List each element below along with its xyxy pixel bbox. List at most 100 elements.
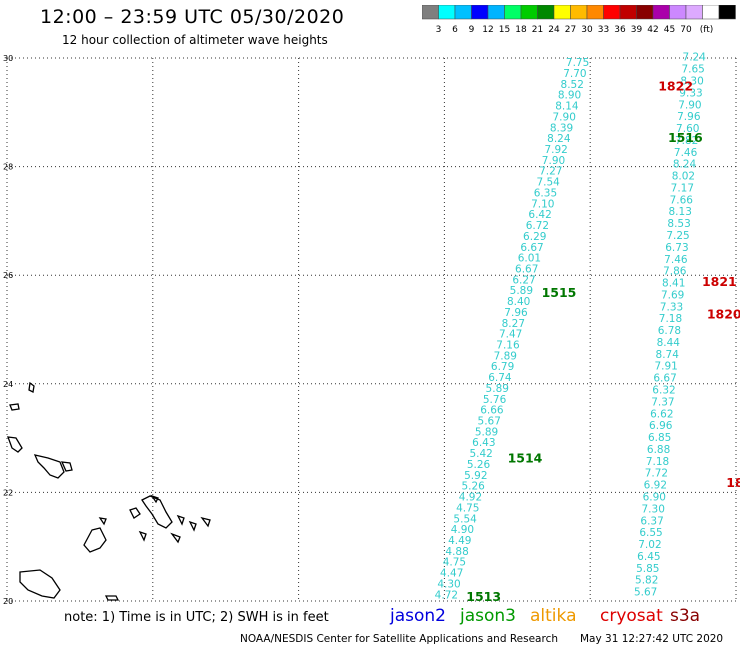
lon-tick-label: -63	[584, 604, 597, 605]
wave-height-label: 6.27	[512, 274, 535, 286]
wave-height-label: 7.33	[660, 301, 683, 313]
colorbar-label: 33	[598, 25, 609, 35]
island-outline	[188, 520, 197, 532]
wave-height-label: 7.65	[681, 64, 704, 76]
wave-height-label: 4.30	[437, 578, 460, 590]
wave-height-label: 7.37	[651, 396, 674, 408]
wave-height-label: 5.89	[486, 383, 509, 395]
wave-height-label: 7.18	[646, 456, 669, 468]
wave-height-label: 7.86	[663, 266, 687, 278]
wave-height-label: 5.82	[635, 575, 658, 587]
lon-tick-label: -69	[292, 604, 305, 605]
wave-height-label: 7.60	[676, 123, 699, 135]
wave-height-label: 6.79	[491, 361, 514, 373]
legend-altika: altika	[530, 606, 577, 626]
island-outline	[141, 495, 173, 529]
lat-tick-label: 20	[3, 597, 13, 605]
footer-timestamp: May 31 12:27:42 UTC 2020	[580, 633, 724, 645]
wave-height-label: 7.16	[496, 340, 520, 352]
lon-tick-label: -72	[146, 604, 159, 605]
wave-height-label: 8.14	[555, 101, 579, 113]
footer-credit: NOAA/NESDIS Center for Satellite Applica…	[240, 633, 558, 645]
wave-height-label: 4.88	[445, 546, 468, 558]
note-text: note: 1) Time is in UTC; 2) SWH is in fe…	[64, 610, 329, 625]
wave-height-label: 6.29	[523, 231, 546, 243]
wave-height-label: 6.92	[644, 480, 667, 492]
pass-time-label: 1516	[668, 130, 703, 145]
wave-height-label: 4.47	[440, 568, 463, 580]
wave-height-label: 8.39	[550, 122, 573, 134]
wave-height-label: 7.91	[654, 361, 677, 373]
wave-height-label: 7.54	[536, 177, 560, 189]
page-title: 12:00 – 23:59 UTC 05/30/2020	[40, 6, 345, 28]
wave-height-label: 7.18	[659, 313, 682, 325]
pass-time-label: 1515	[542, 285, 577, 300]
wave-height-label: 7.90	[678, 99, 701, 111]
legend-s3a: s3a	[670, 606, 701, 626]
wave-height-label: 6.67	[520, 242, 543, 254]
colorbar-label: 27	[565, 25, 576, 35]
lon-tick-label: -66	[438, 604, 451, 605]
wave-height-label: 7.66	[670, 194, 694, 206]
wave-height-label: 8.24	[673, 159, 697, 171]
colorbar-label: 36	[614, 25, 626, 35]
pass-time-label: 1821	[702, 274, 737, 289]
pass-time-label: 1822	[658, 79, 693, 94]
wave-height-label: 6.62	[650, 408, 673, 420]
wave-height-label: 4.90	[451, 524, 474, 536]
island-outline	[98, 517, 107, 526]
wave-height-label: 8.13	[669, 206, 692, 218]
island-outline	[150, 494, 159, 504]
wave-height-label: 5.92	[464, 470, 487, 482]
wave-height-label: 7.75	[566, 57, 589, 69]
island-outline	[83, 527, 107, 553]
wave-height-label: 5.54	[453, 513, 477, 525]
wave-height-label: 7.92	[544, 144, 567, 156]
wave-height-label: 4.49	[448, 535, 471, 547]
pass-time-label: 1513	[466, 589, 501, 604]
colorbar-label: 12	[482, 25, 493, 35]
lat-tick-label: 30	[3, 54, 13, 63]
wave-height-label: 8.02	[672, 171, 695, 183]
wave-height-label: 7.47	[499, 329, 522, 341]
island-outline	[19, 569, 61, 599]
wave-height-label: 7.96	[504, 307, 528, 319]
lon-tick-label: -75	[0, 604, 13, 605]
colorbar-label: 45	[664, 25, 675, 35]
colorbar-label: 39	[631, 25, 643, 35]
wave-height-label: 6.74	[488, 372, 512, 384]
colorbar-label: 42	[647, 25, 658, 35]
island-outline	[200, 516, 211, 528]
wave-height-label: 4.92	[459, 492, 482, 504]
colorbar-label: 24	[548, 25, 560, 35]
colorbar-swatch	[718, 5, 736, 20]
pass-time-label: 18	[726, 475, 740, 490]
wave-height-label: 7.90	[542, 155, 565, 167]
wave-height-label: 4.72	[435, 589, 458, 601]
wave-height-label: 6.72	[526, 220, 549, 232]
wave-height-label: 6.35	[534, 187, 557, 199]
wave-height-label: 8.52	[561, 79, 584, 91]
island-outline	[104, 595, 120, 601]
lon-tick-label: -60	[729, 604, 740, 605]
pass-time-label: 1514	[508, 451, 543, 466]
wave-height-label: 6.90	[643, 491, 666, 503]
island-outline	[176, 514, 185, 526]
colorbar-label: 15	[499, 25, 510, 35]
wave-height-label: 9.33	[679, 87, 702, 99]
island-outline	[138, 530, 147, 542]
wave-height-label: 8.44	[657, 337, 681, 349]
wave-height-label: 7.90	[553, 111, 576, 123]
wave-height-label: 7.24	[683, 52, 707, 64]
wave-height-label: 7.69	[661, 289, 684, 301]
wave-height-label: 6.96	[649, 420, 673, 432]
lat-tick-label: 24	[3, 380, 13, 389]
wave-height-label: 6.67	[515, 263, 538, 275]
wave-height-label: 8.30	[680, 75, 703, 87]
page-subtitle: 12 hour collection of altimeter wave hei…	[62, 33, 328, 47]
colorbar-label: 70	[680, 25, 692, 35]
wave-height-label: 5.89	[510, 285, 533, 297]
wave-height-label: 5.42	[469, 448, 492, 460]
wave-height-label: 8.41	[662, 278, 685, 290]
wave-height-label: 5.26	[467, 459, 491, 471]
